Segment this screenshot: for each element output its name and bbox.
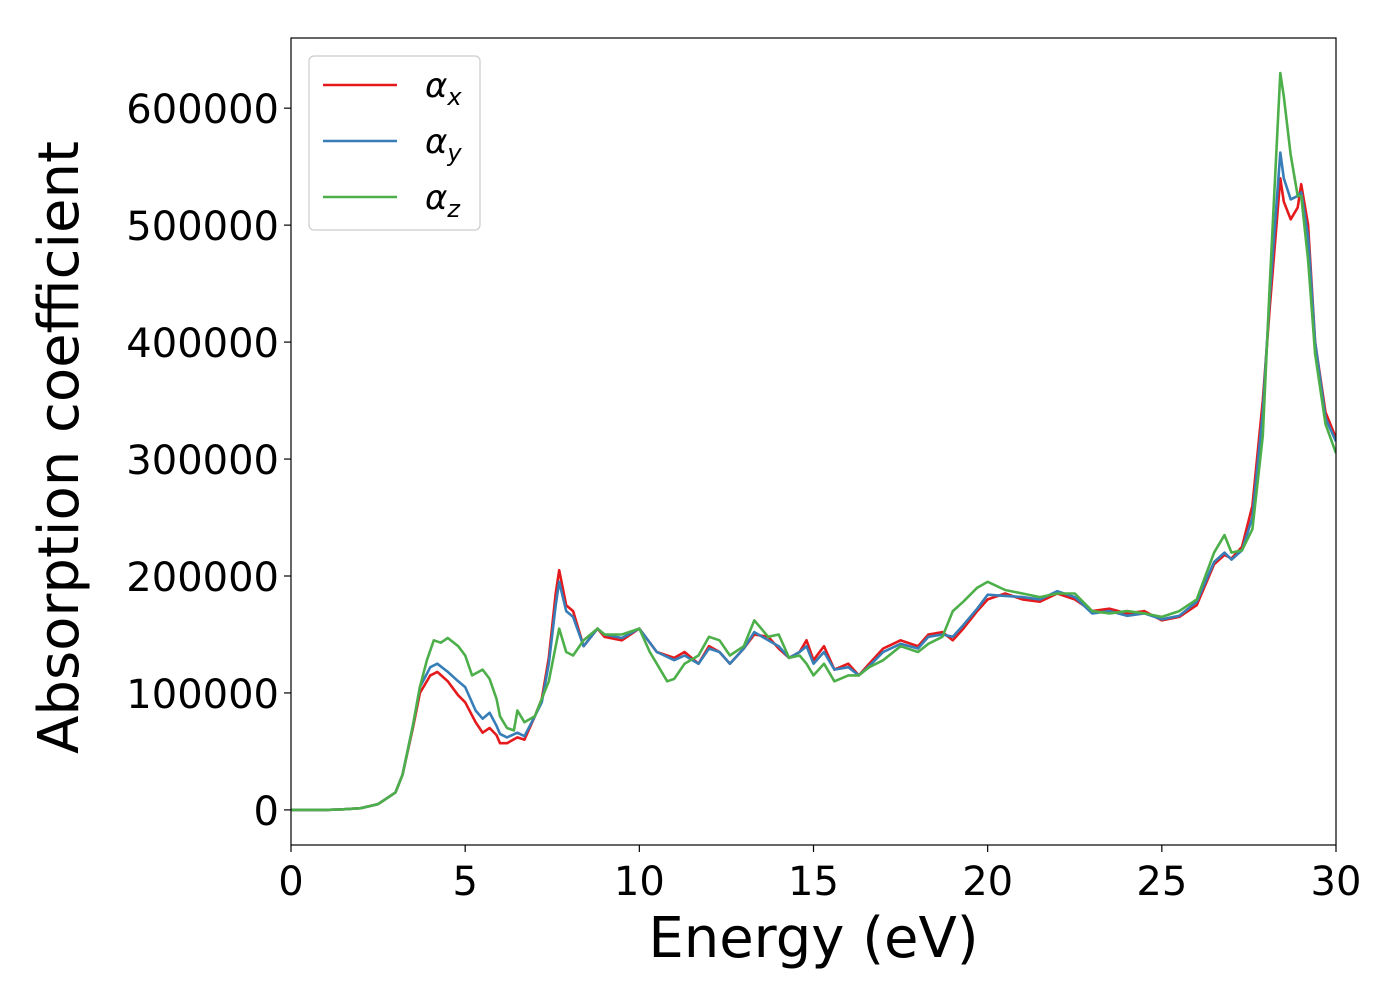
- x-axis-ticks: 0 5 10 15 20 25 30: [278, 845, 1361, 905]
- x-tick-label: 30: [1311, 859, 1362, 905]
- x-axis-label: Energy (eV): [648, 906, 978, 971]
- y-axis-label: Absorption coefficient: [27, 141, 92, 754]
- y-tick-label: 600000: [126, 87, 279, 133]
- legend-box: [308, 55, 481, 231]
- y-tick-label: 500000: [126, 204, 279, 250]
- x-tick-label: 10: [614, 859, 665, 905]
- x-tick-label: 15: [788, 859, 839, 905]
- y-tick-label: 100000: [126, 672, 279, 718]
- y-axis-ticks: 0 100000 200000 300000 400000 500000 600000: [126, 87, 291, 835]
- series-layer: [291, 71, 1336, 812]
- y-tick-label: 400000: [126, 321, 279, 367]
- x-tick-label: 0: [278, 859, 303, 905]
- y-tick-label: 0: [254, 789, 279, 835]
- x-tick-label: 25: [1136, 859, 1187, 905]
- x-tick-label: 5: [452, 859, 477, 905]
- y-tick-label: 300000: [126, 438, 279, 484]
- x-tick-label: 20: [962, 859, 1013, 905]
- series-line-z: [291, 71, 1336, 812]
- y-tick-label: 200000: [126, 555, 279, 601]
